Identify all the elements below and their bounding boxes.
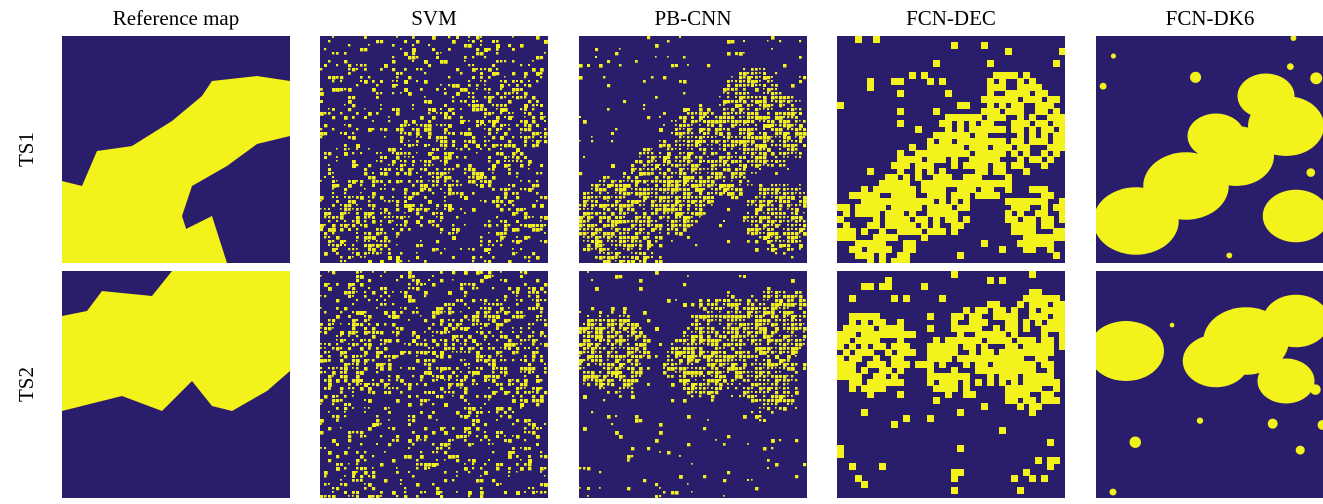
class-region (1208, 198, 1216, 206)
class-region (1111, 54, 1116, 59)
class-region (1258, 359, 1315, 404)
figure: Reference map SVM PB-CNN FCN-DEC FCN-DK6 TS1 T… (0, 0, 1323, 499)
map-panel (837, 36, 1066, 265)
map-panel (1093, 35, 1323, 263)
class-region (1190, 72, 1201, 83)
class-region (1242, 320, 1250, 328)
class-region (1206, 382, 1211, 387)
class-region (1226, 253, 1232, 259)
map-panel (62, 271, 290, 498)
column-title: Reference map (113, 6, 240, 30)
column-title: FCN-DEC (906, 6, 996, 30)
map-panel (579, 36, 807, 264)
column-title: PB-CNN (654, 6, 731, 30)
class-region (1310, 384, 1321, 395)
class-region (1283, 296, 1289, 302)
map-panel (320, 271, 548, 499)
map-panel (320, 36, 548, 264)
class-region (1287, 63, 1294, 70)
class-region (1232, 356, 1237, 361)
class-region (1109, 489, 1116, 496)
class-region (1088, 321, 1164, 381)
class-region (1197, 417, 1203, 423)
class-region (1268, 419, 1278, 429)
class-region (1188, 114, 1245, 159)
class-region (1306, 168, 1315, 177)
row-label: TS2 (14, 367, 38, 402)
map-panel (837, 271, 1066, 498)
row-label: TS1 (14, 132, 38, 167)
map-panel (579, 271, 807, 498)
class-region (1100, 83, 1107, 90)
column-title: FCN-DK6 (1166, 6, 1255, 30)
map-panel (1088, 271, 1323, 498)
class-region (1291, 35, 1297, 41)
class-region (1170, 323, 1175, 328)
class-region (1152, 173, 1165, 186)
class-region (1154, 227, 1166, 239)
class-region (1238, 74, 1295, 119)
class-region (1296, 446, 1305, 455)
column-title: SVM (411, 6, 457, 30)
class-region (1183, 335, 1250, 388)
class-region (1130, 436, 1141, 447)
class-region (1277, 207, 1282, 212)
class-region (1310, 72, 1322, 84)
map-panel (62, 36, 290, 263)
